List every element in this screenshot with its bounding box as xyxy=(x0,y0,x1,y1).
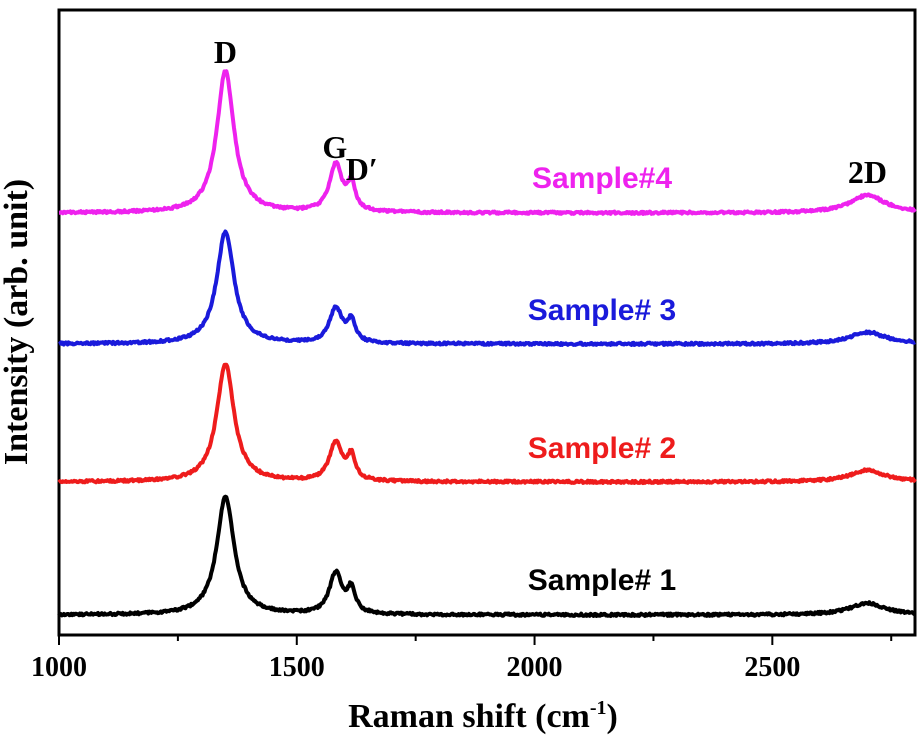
x-tick-label: 2000 xyxy=(507,652,563,683)
x-tick-label: 2500 xyxy=(744,652,800,683)
x-axis-title: Raman shift (cm-1) xyxy=(348,697,618,735)
x-tick-label: 1500 xyxy=(269,652,325,683)
series-label: Sample#4 xyxy=(532,162,672,195)
peak-label: 2D xyxy=(848,154,887,190)
peak-labels: D GD′ 2D xyxy=(214,34,887,190)
series-label: Sample# 2 xyxy=(528,432,676,465)
spectrum-line xyxy=(57,362,917,485)
peak-label: D xyxy=(214,34,237,70)
x-tick-label: 1000 xyxy=(31,652,87,683)
series-label: Sample# 1 xyxy=(528,564,676,597)
series-label: Sample# 3 xyxy=(528,294,676,327)
spectrum-line xyxy=(57,494,917,618)
plot-frame xyxy=(57,8,917,637)
spectrum-line xyxy=(58,69,917,216)
y-axis-title: Intensity (arb. unit) xyxy=(0,179,35,465)
peak-label: D′ xyxy=(346,151,378,187)
spectra xyxy=(57,69,917,618)
x-ticks: 1000 1500 2000 2500 xyxy=(31,635,893,683)
peak-label: G xyxy=(322,129,347,165)
series-labels: Sample# 1 Sample# 2 Sample# 3 Sample#4 xyxy=(528,162,676,597)
spectrum-line xyxy=(58,229,917,347)
